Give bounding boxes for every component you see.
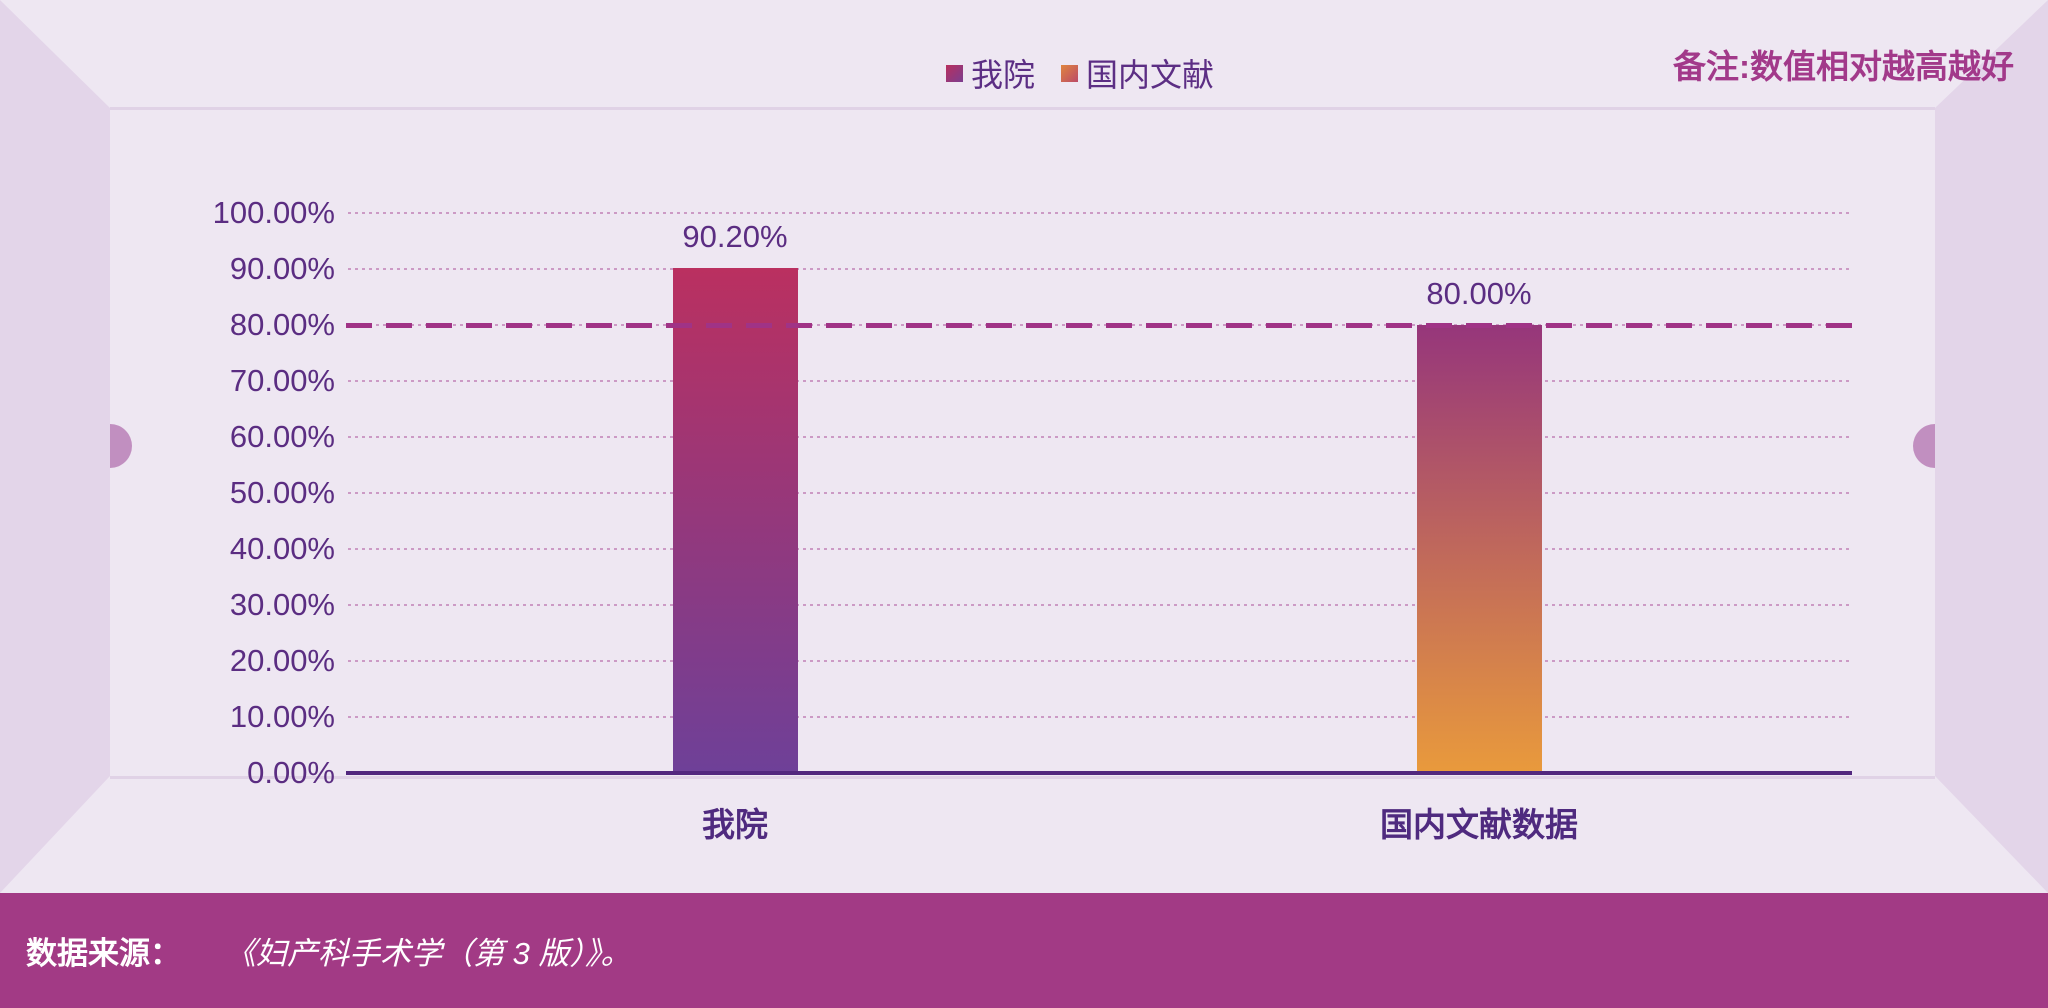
y-axis-tick-label: 40.00% — [229, 531, 335, 566]
right-handle-icon — [1913, 424, 1935, 468]
gridline — [348, 380, 1852, 382]
y-axis-tick-label: 50.00% — [229, 475, 335, 510]
legend-item-label: 我院 — [971, 57, 1036, 93]
y-axis-tick-label: 10.00% — [229, 699, 335, 734]
legend-swatch-icon — [946, 64, 963, 82]
data-source-title: 《妇产科手术学（第 3 版）》。 — [225, 936, 632, 971]
y-axis-tick-label: 100.00% — [212, 195, 335, 230]
legend-item: 我院 — [946, 50, 1035, 96]
gridline — [348, 436, 1852, 438]
data-source-bar: 数据来源： 《妇产科手术学（第 3 版）》。 — [0, 893, 2048, 1008]
frame-top-edge-line — [110, 107, 1935, 110]
chart-legend: 我院 国内文献 — [946, 50, 1214, 96]
data-source-label: 数据来源： — [26, 936, 181, 971]
gridline — [348, 268, 1852, 270]
y-axis-tick-label: 30.00% — [229, 587, 335, 622]
left-handle-icon — [110, 424, 132, 468]
bar — [672, 267, 798, 773]
y-axis-tick-label: 90.00% — [229, 251, 335, 286]
gridline — [348, 212, 1852, 214]
legend-swatch-icon — [1061, 64, 1079, 82]
note-text: 备注:数值相对越高越好 — [1673, 48, 2014, 85]
x-axis-category-label: 国内文献数据 — [1380, 806, 1578, 843]
bar-value-label: 80.00% — [1426, 276, 1532, 311]
gridline — [348, 548, 1852, 550]
reference-dashline — [346, 323, 1854, 328]
y-axis-tick-label: 60.00% — [229, 419, 335, 454]
y-axis-tick-label: 80.00% — [229, 307, 335, 342]
legend-item: 国内文献 — [1061, 50, 1214, 96]
gridline — [348, 716, 1852, 718]
gridline — [348, 604, 1852, 606]
x-axis-category-label: 我院 — [702, 806, 768, 843]
bar-value-label: 90.20% — [682, 218, 788, 254]
bar — [1416, 325, 1542, 773]
x-axis-line — [346, 771, 1852, 775]
gridline — [348, 660, 1852, 662]
y-axis-tick-label: 20.00% — [229, 643, 335, 678]
gridline — [348, 492, 1852, 494]
frame-bottom-edge-line — [110, 776, 1935, 779]
legend-item-label: 国内文献 — [1086, 57, 1215, 93]
y-axis-tick-label: 0.00% — [247, 755, 335, 790]
y-axis-tick-label: 70.00% — [229, 363, 335, 398]
